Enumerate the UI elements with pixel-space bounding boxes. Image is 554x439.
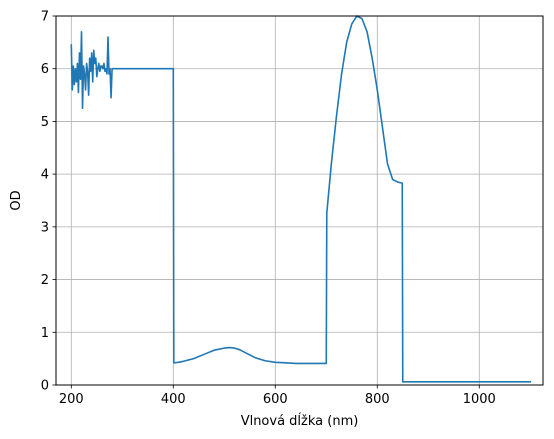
y-tick-label: 2	[41, 273, 49, 288]
y-tick-label: 4	[41, 168, 49, 183]
x-tick-label: 400	[161, 392, 186, 407]
y-tick-label: 0	[41, 379, 49, 394]
y-axis: 0 1 2 3 4 5 6 7	[41, 10, 56, 394]
x-tick-label: 600	[263, 392, 288, 407]
x-tick-label: 800	[365, 392, 390, 407]
y-tick-label: 6	[41, 62, 49, 77]
grid-lines	[56, 15, 543, 386]
y-tick-label: 7	[41, 10, 49, 25]
x-axis-label: Vlnová dĺžka (nm)	[241, 413, 359, 429]
x-tick-label: 1000	[463, 392, 496, 407]
x-tick-label: 200	[59, 392, 84, 407]
x-axis: 200 400 600 800 1000	[59, 385, 496, 407]
od-series-line	[70, 15, 532, 383]
y-tick-label: 1	[41, 326, 49, 341]
y-axis-label: OD	[9, 190, 24, 210]
plot-frame	[55, 15, 544, 386]
y-tick-label: 5	[41, 115, 49, 130]
y-tick-label: 3	[41, 220, 49, 235]
data-series	[70, 15, 532, 383]
